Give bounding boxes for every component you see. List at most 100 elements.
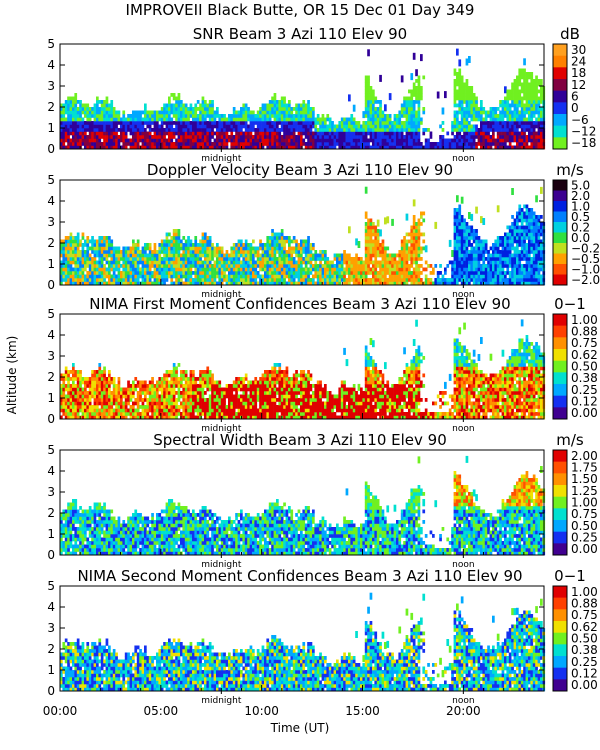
heatmap-cell	[115, 278, 118, 282]
heatmap-cell	[182, 250, 186, 254]
heatmap-cell	[336, 264, 339, 268]
heatmap-cell	[112, 107, 116, 111]
heatmap-cell	[261, 138, 265, 143]
heatmap-cell	[194, 138, 198, 143]
heatmap-cell	[187, 257, 190, 261]
heatmap-cell	[516, 222, 519, 226]
heatmap-cell	[530, 243, 534, 247]
heatmap-cell	[72, 236, 75, 240]
heatmap-cell	[508, 246, 512, 251]
heatmap-cell	[266, 246, 270, 251]
heatmap-cell	[458, 264, 462, 268]
heatmap-cell	[264, 250, 267, 254]
heatmap-cell	[216, 128, 219, 132]
heatmap-cell	[168, 253, 171, 258]
heatmap-cell	[458, 215, 462, 219]
heatmap-cell	[463, 128, 466, 132]
heatmap-cell	[458, 128, 462, 132]
heatmap-cell	[460, 138, 464, 143]
heatmap-cell	[72, 117, 75, 122]
heatmap-cell	[110, 103, 114, 108]
heatmap-cell	[523, 131, 526, 136]
heatmap-cell	[134, 271, 138, 275]
heatmap-cell	[436, 274, 440, 279]
heatmap-cell	[271, 138, 274, 143]
heatmap-cell	[393, 253, 397, 258]
heatmap-cell	[304, 121, 308, 125]
heatmap-cell	[316, 138, 320, 143]
heatmap-cell	[372, 281, 375, 286]
heatmap-cell	[518, 110, 522, 115]
heatmap-cell	[225, 253, 229, 258]
heatmap-cell	[98, 110, 102, 115]
heatmap-cell	[144, 267, 147, 272]
heatmap-cell	[355, 124, 358, 129]
heatmap-cell	[535, 121, 538, 125]
heatmap-cell	[484, 142, 488, 146]
heatmap-cell	[144, 264, 147, 268]
heatmap-cell	[460, 110, 464, 115]
heatmap-cell	[160, 135, 164, 139]
heatmap-cell	[439, 264, 442, 268]
heatmap-cell	[184, 264, 188, 268]
heatmap-cell	[540, 131, 543, 136]
heatmap-cell	[403, 110, 406, 115]
heatmap-cell	[182, 142, 186, 146]
heatmap-cell	[340, 257, 344, 261]
heatmap-cell	[412, 232, 416, 237]
heatmap-cell	[292, 135, 296, 139]
heatmap-cell	[290, 260, 294, 265]
heatmap-cell	[506, 264, 510, 268]
heatmap-cell	[273, 232, 277, 237]
heatmap-cell	[487, 274, 490, 279]
heatmap-cell	[384, 278, 387, 282]
heatmap-cell	[122, 281, 126, 286]
heatmap-cell	[415, 267, 418, 272]
heatmap-cell	[316, 267, 320, 272]
heatmap-cell	[379, 121, 382, 125]
heatmap-cell	[172, 271, 176, 275]
heatmap-cell	[458, 138, 462, 143]
heatmap-cell	[252, 138, 255, 143]
heatmap-cell	[160, 250, 164, 254]
heatmap-cell	[352, 128, 356, 132]
heatmap-cell	[134, 243, 138, 247]
heatmap-cell	[93, 131, 97, 136]
heatmap-cell	[434, 264, 438, 268]
heatmap-cell	[367, 232, 370, 237]
heatmap-cell	[271, 278, 274, 282]
heatmap-cell	[72, 100, 75, 104]
heatmap-cell	[273, 124, 277, 129]
heatmap-cell	[324, 117, 327, 122]
heatmap-cell	[232, 253, 236, 258]
heatmap-cell	[528, 218, 531, 223]
heatmap-cell	[76, 274, 80, 279]
heatmap-cell	[273, 121, 277, 125]
heatmap-cell	[345, 124, 349, 129]
heatmap-cell	[163, 264, 166, 268]
heatmap-cell	[348, 271, 351, 275]
heatmap-cell	[379, 278, 382, 282]
heatmap-cell	[93, 107, 97, 111]
heatmap-cell	[398, 274, 402, 279]
heatmap-cell	[136, 121, 140, 125]
heatmap-cell	[506, 100, 510, 104]
heatmap-cell	[338, 281, 342, 286]
heatmap-cell	[208, 246, 212, 251]
heatmap-cell	[187, 243, 190, 247]
heatmap-cell	[67, 274, 70, 279]
heatmap-cell	[256, 131, 260, 136]
heatmap-cell	[74, 121, 78, 125]
heatmap-cell	[405, 213, 409, 221]
heatmap-cell	[520, 218, 524, 223]
heatmap-cell	[120, 135, 123, 139]
heatmap-cell	[458, 124, 462, 129]
heatmap-cell	[417, 239, 421, 244]
heatmap-cell	[100, 253, 104, 258]
heatmap-cell	[465, 86, 469, 90]
colorbar-label: 6	[571, 90, 579, 104]
heatmap-cell	[196, 274, 200, 279]
heatmap-cell	[372, 260, 375, 265]
heatmap-cell	[499, 117, 502, 122]
heatmap-cell	[127, 271, 130, 275]
